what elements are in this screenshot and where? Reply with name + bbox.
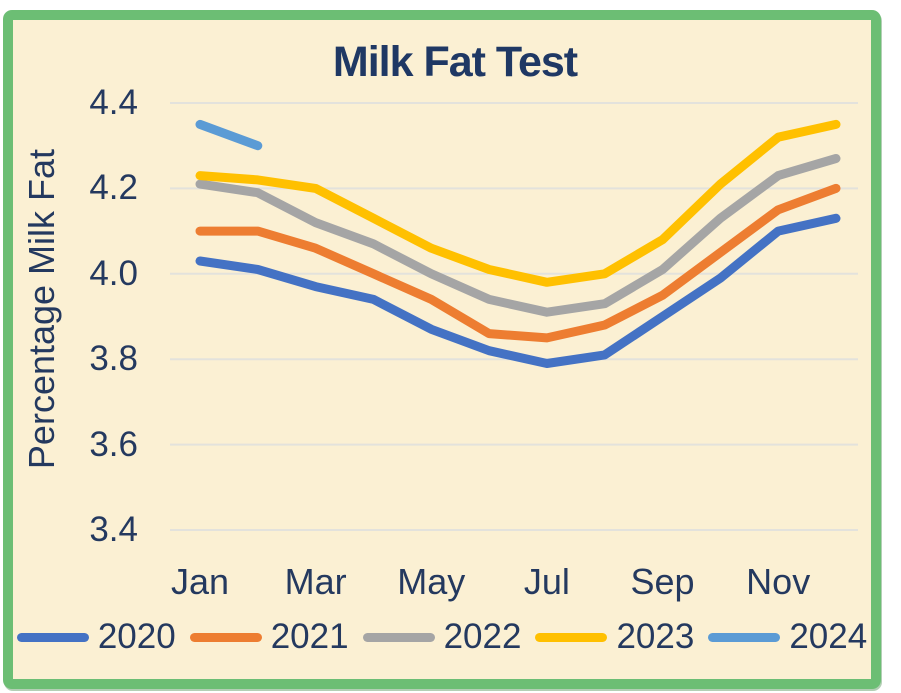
series-line-2021 (195, 183, 841, 343)
legend-label-2020: 2020 (97, 617, 176, 656)
x-tick-label-may: May (397, 561, 466, 602)
legend-item-2023: 2023 (535, 617, 694, 657)
y-tick-label-4.4: 4.4 (89, 83, 138, 122)
legend: 2020 2021 2022 2023 2024 (13, 614, 871, 660)
legend-label-2024: 2024 (789, 617, 868, 656)
series-line-2022 (195, 154, 841, 317)
legend-label-2021: 2021 (270, 617, 349, 656)
legend-item-2022: 2022 (362, 617, 522, 657)
x-tick-label-mar: Mar (284, 561, 347, 602)
y-tick-label-4.0: 4.0 (89, 253, 138, 293)
legend-swatch-2023 (535, 632, 608, 642)
series-line-2020 (195, 213, 841, 368)
legend-swatch-2024 (708, 632, 781, 642)
y-tick-label-3.4: 3.4 (89, 510, 138, 549)
y-tick-label-3.6: 3.6 (89, 424, 138, 464)
legend-item-2024: 2024 (708, 617, 867, 657)
legend-item-2021: 2021 (189, 617, 349, 657)
legend-swatch-2022 (362, 632, 435, 642)
series-line-2024 (195, 119, 263, 151)
legend-swatch-2020 (16, 632, 89, 642)
chart-title: Milk Fat Test (332, 38, 578, 86)
legend-swatch-2021 (189, 632, 262, 642)
legend-label-2023: 2023 (616, 617, 695, 656)
legend-label-2022: 2022 (443, 617, 522, 656)
x-tick-label-nov: Nov (746, 561, 811, 602)
x-tick-label-sep: Sep (630, 561, 695, 602)
y-tick-label-3.8: 3.8 (89, 339, 138, 379)
series-line-2023 (195, 119, 841, 287)
x-tick-label-jan: Jan (170, 561, 230, 602)
y-tick-label-4.2: 4.2 (89, 168, 138, 208)
x-tick-label-jul: Jul (523, 561, 570, 602)
chart-panel-border (3, 10, 881, 689)
legend-item-2020: 2020 (16, 617, 176, 657)
